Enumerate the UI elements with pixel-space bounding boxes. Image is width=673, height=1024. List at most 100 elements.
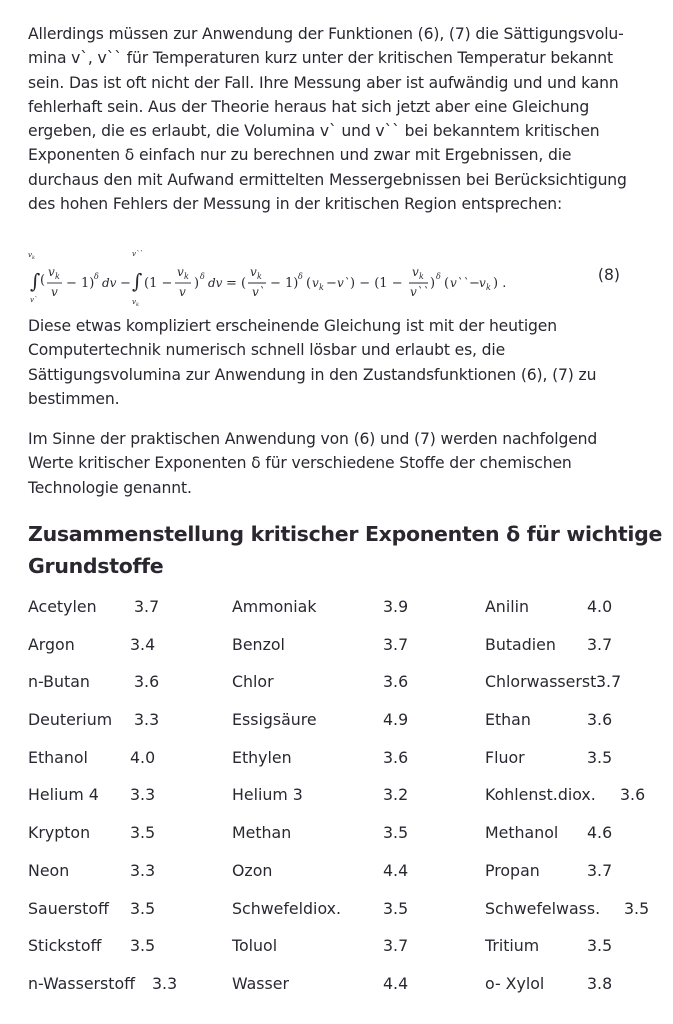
critical-exponent-value: 3.5 bbox=[383, 898, 409, 918]
substance-name: Krypton bbox=[28, 823, 91, 843]
svg-text:= (: = ( bbox=[226, 276, 246, 291]
svg-text:v: v bbox=[312, 276, 319, 290]
substance-name: Ammoniak bbox=[232, 597, 317, 616]
table-row: Helium 4 3.3 Helium 3 3.2 Kohlenst.diox. 3.6 bbox=[28, 783, 668, 821]
text-line: bestimmen. bbox=[28, 389, 120, 408]
critical-exponent-value: 3.7 bbox=[383, 936, 409, 956]
substance-name: Methanol bbox=[485, 823, 559, 843]
text-line: fehlerhaft sein. Aus der Theorie heraus … bbox=[28, 97, 590, 116]
substance-name: Ethanol bbox=[28, 747, 88, 767]
svg-text:v: v bbox=[412, 265, 419, 279]
svg-text:−: − bbox=[326, 276, 337, 291]
critical-exponent-value: 4.0 bbox=[130, 747, 156, 767]
svg-text:− 1): − 1) bbox=[270, 276, 298, 291]
table-row: Neon 3.3 Ozon 4.4 Propan 3.7 bbox=[28, 859, 668, 897]
svg-text:δ: δ bbox=[436, 272, 441, 281]
svg-text:∫: ∫ bbox=[30, 269, 40, 293]
paragraph-intro: Allerdings müssen zur Anwendung der Funk… bbox=[28, 22, 658, 216]
critical-exponent-value: 3.5 bbox=[383, 823, 409, 843]
critical-exponent-value: 3.7 bbox=[587, 634, 613, 654]
svg-text:v: v bbox=[177, 265, 184, 279]
critical-exponent-value: 3.7 bbox=[596, 672, 622, 692]
text-line: des hohen Fehlers der Messung in der kri… bbox=[28, 195, 563, 214]
text-line: Diese etwas kompliziert erscheinende Gle… bbox=[28, 317, 557, 335]
svg-text:dv: dv bbox=[102, 276, 117, 290]
substance-name: Helium 3 bbox=[232, 785, 303, 805]
substance-name: n-Butan bbox=[28, 672, 90, 692]
text-line: Werte kritischer Exponenten δ für versch… bbox=[28, 454, 572, 473]
table-row: n-Butan 3.6 Chlor 3.6 Chlorwasserst. 3.7 bbox=[28, 670, 668, 708]
svg-text:v``: v`` bbox=[132, 249, 143, 258]
svg-text:k: k bbox=[319, 283, 324, 292]
substance-name: Essigsäure bbox=[232, 710, 317, 730]
exponent-table: Acetylen 3.7 Ammoniak 3.9 Anilin 4.0 Argon 3.4 B… bbox=[28, 595, 668, 1010]
critical-exponent-value: 3.4 bbox=[130, 634, 156, 654]
substance-name: Methan bbox=[232, 823, 292, 843]
text-line: sein. Das ist oft nicht der Fall. Ihre M… bbox=[28, 73, 619, 92]
svg-text:): ) bbox=[194, 276, 199, 291]
svg-text:v`: v` bbox=[252, 285, 265, 299]
svg-text:k: k bbox=[184, 272, 189, 281]
text-line: Exponenten δ einfach nur zu berechnen un… bbox=[28, 146, 572, 165]
paragraph-explanation: Diese etwas kompliziert erscheinende Gle… bbox=[28, 314, 658, 411]
text-line: Allerdings müssen zur Anwendung der Funk… bbox=[28, 25, 624, 43]
table-row: Krypton 3.5 Methan 3.5 Methanol 4.6 bbox=[28, 821, 668, 859]
critical-exponent-value: 3.3 bbox=[152, 973, 178, 993]
equation-number: (8) bbox=[597, 266, 620, 284]
critical-exponent-value: 4.0 bbox=[587, 597, 613, 616]
text-line: Im Sinne der praktischen Anwendung von (… bbox=[28, 430, 598, 448]
critical-exponent-value: 3.3 bbox=[130, 785, 156, 805]
critical-exponent-value: 3.2 bbox=[383, 785, 409, 805]
critical-exponent-value: 3.3 bbox=[134, 710, 160, 730]
critical-exponent-value: 3.5 bbox=[130, 898, 156, 918]
svg-text:k: k bbox=[419, 272, 424, 281]
svg-text:v: v bbox=[28, 251, 32, 259]
substance-name: Butadien bbox=[485, 634, 556, 654]
substance-name: Kohlenst.diox. bbox=[485, 785, 596, 805]
substance-name: Benzol bbox=[232, 634, 285, 654]
critical-exponent-value: 3.5 bbox=[587, 936, 613, 956]
critical-exponent-value: 3.9 bbox=[383, 597, 409, 616]
svg-text:δ: δ bbox=[200, 272, 205, 281]
table-row: Ethanol 4.0 Ethylen 3.6 Fluor 3.5 bbox=[28, 746, 668, 784]
svg-text:k: k bbox=[55, 272, 60, 281]
table-row: Deuterium 3.3 Essigsäure 4.9 Ethan 3.6 bbox=[28, 708, 668, 746]
svg-text:k: k bbox=[136, 302, 139, 308]
svg-text:(1 −: (1 − bbox=[144, 276, 172, 291]
svg-text:v: v bbox=[179, 285, 186, 299]
svg-text:(: ( bbox=[444, 276, 449, 291]
text-line: Computertechnik numerisch schnell lösbar… bbox=[28, 341, 506, 360]
heading-line: Zusammenstellung kritischer Exponenten δ… bbox=[28, 522, 663, 546]
substance-name: n-Wasserstoff bbox=[28, 973, 136, 993]
critical-exponent-value: 4.9 bbox=[383, 710, 409, 730]
svg-text:k: k bbox=[32, 255, 35, 261]
equation-8: v k ∫ v` ( v k v − 1) δ dv − v`` ∫ v k (… bbox=[28, 244, 648, 312]
svg-text:−: − bbox=[120, 276, 131, 291]
substance-name: Tritium bbox=[485, 936, 540, 956]
svg-text:−: − bbox=[469, 276, 480, 291]
svg-text:v: v bbox=[48, 265, 55, 279]
substance-name: Toluol bbox=[232, 936, 278, 956]
svg-text:) − (1 −: ) − (1 − bbox=[350, 276, 403, 291]
text-line: Technologie genannt. bbox=[28, 478, 192, 497]
critical-exponent-value: 3.7 bbox=[383, 634, 409, 654]
section-heading: Zusammenstellung kritischer Exponenten δ… bbox=[28, 518, 668, 582]
critical-exponent-value: 4.4 bbox=[383, 973, 409, 993]
table-row: n-Wasserstoff 3.3 Wasser 4.4 o- Xylol 3.8 bbox=[28, 972, 668, 1010]
substance-name: Ethylen bbox=[232, 747, 292, 767]
svg-text:dv: dv bbox=[208, 276, 223, 290]
substance-name: Deuterium bbox=[28, 710, 113, 730]
svg-text:δ: δ bbox=[298, 272, 303, 281]
svg-text:δ: δ bbox=[94, 272, 99, 281]
svg-text:k: k bbox=[257, 272, 262, 281]
paragraph-application: Im Sinne der praktischen Anwendung von (… bbox=[28, 427, 658, 500]
critical-exponent-value: 4.6 bbox=[587, 823, 613, 843]
text-line: mina v`, v`` für Temperaturen kurz unter… bbox=[28, 49, 613, 68]
critical-exponent-value: 3.7 bbox=[587, 860, 613, 880]
heading-line: Grundstoffe bbox=[28, 554, 164, 578]
table-row: Acetylen 3.7 Ammoniak 3.9 Anilin 4.0 bbox=[28, 595, 668, 633]
svg-text:(: ( bbox=[40, 273, 45, 288]
critical-exponent-value: 3.6 bbox=[383, 747, 409, 767]
equation-formula: v k ∫ v` ( v k v − 1) δ dv − v`` ∫ v k (… bbox=[28, 249, 506, 308]
critical-exponent-value: 3.6 bbox=[620, 785, 646, 805]
